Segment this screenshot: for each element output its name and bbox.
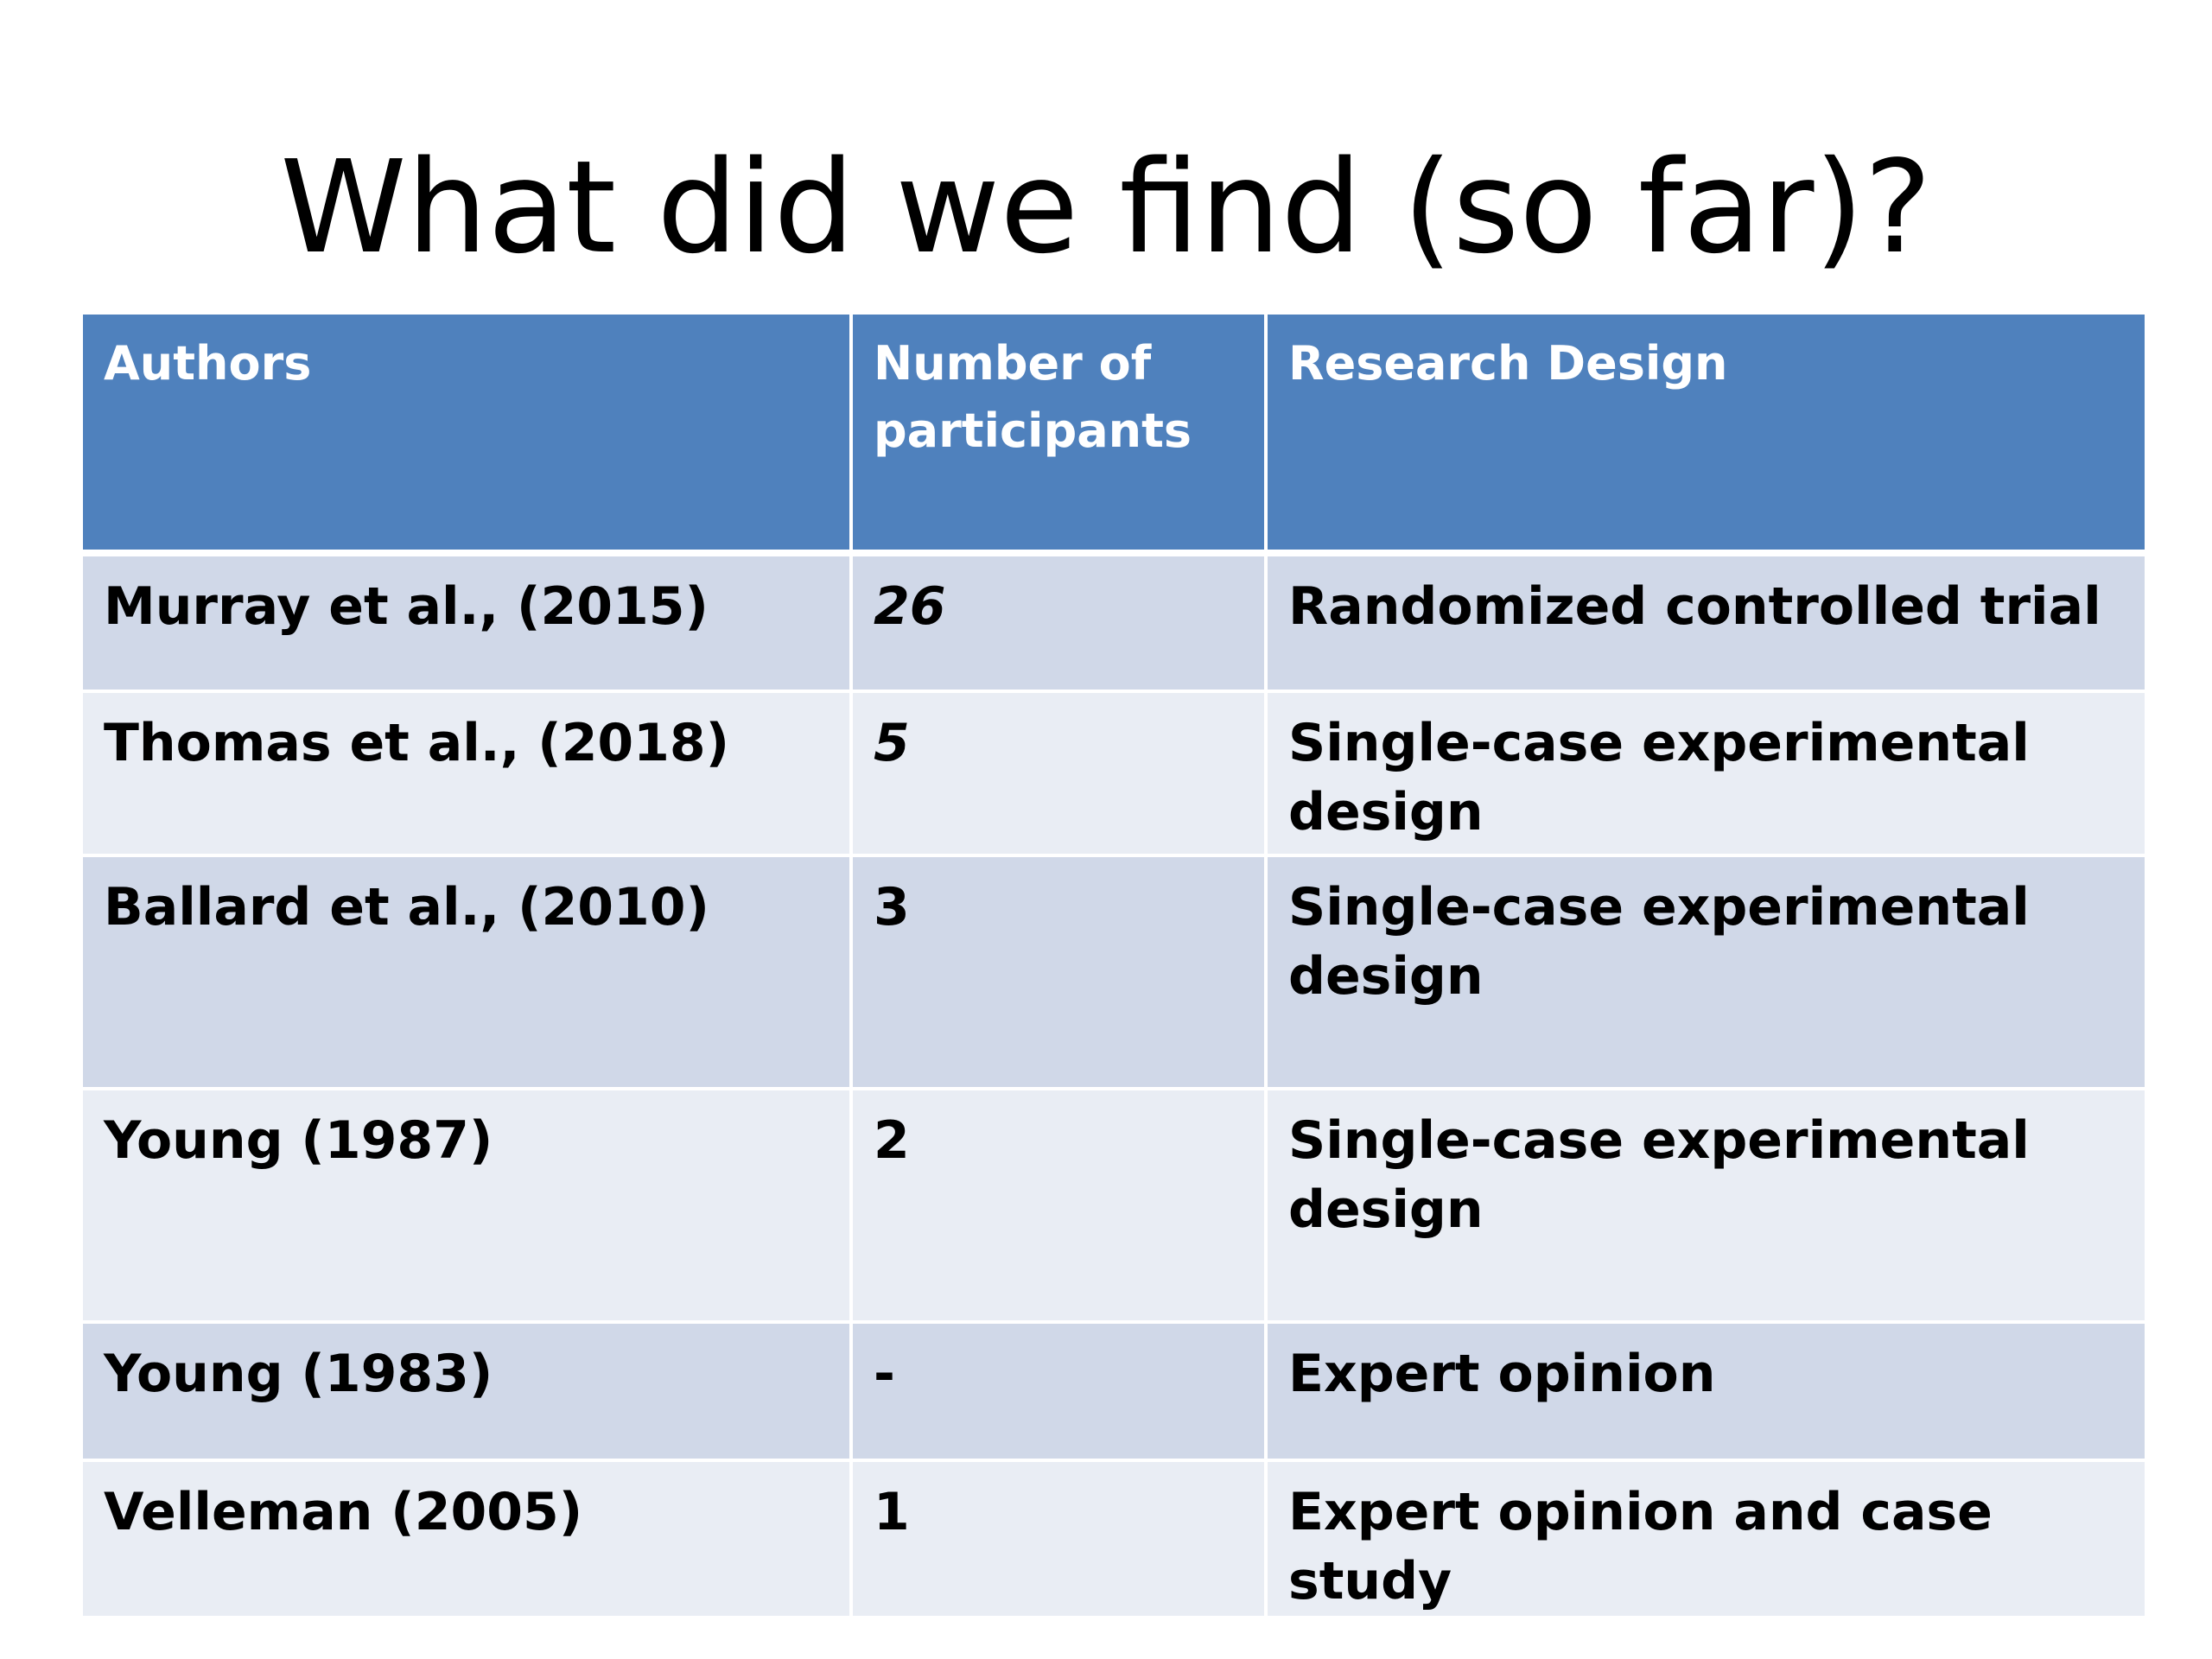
- cell-participants: -: [849, 1320, 1268, 1462]
- cell-design: Single-case experimental design: [1264, 690, 2148, 857]
- table-row: Ballard et al., (2010) 3 Single-case exp…: [79, 854, 2148, 1090]
- cell-authors: Ballard et al., (2010): [79, 854, 853, 1090]
- table-row: Thomas et al., (2018) 5 Single-case expe…: [79, 690, 2148, 857]
- header-participants-line2: participants: [874, 404, 1192, 458]
- cell-authors: Murray et al., (2015): [79, 551, 853, 693]
- cell-participants: 2: [849, 1087, 1268, 1324]
- cell-authors: Velleman (2005): [79, 1459, 853, 1619]
- header-research-design: Research Design: [1264, 311, 2148, 556]
- cell-design: Randomized controlled trial: [1264, 551, 2148, 693]
- table-header-row: Authors Number of participants Research D…: [79, 311, 2148, 556]
- cell-authors: Young (1987): [79, 1087, 853, 1324]
- cell-design: Single-case experimental design: [1264, 854, 2148, 1090]
- cell-participants: 3: [849, 854, 1268, 1090]
- cell-design: Single-case experimental design: [1264, 1087, 2148, 1324]
- header-authors: Authors: [79, 311, 853, 556]
- cell-participants: 1: [849, 1459, 1268, 1619]
- cell-participants: 5: [849, 690, 1268, 857]
- cell-participants: 26: [849, 551, 1268, 693]
- table-row: Murray et al., (2015) 26 Randomized cont…: [79, 551, 2148, 693]
- cell-authors: Thomas et al., (2018): [79, 690, 853, 857]
- header-participants: Number of participants: [849, 311, 1268, 556]
- table-row: Young (1983) - Expert opinion: [79, 1320, 2148, 1462]
- findings-table: Authors Number of participants Research D…: [79, 311, 2148, 1619]
- cell-authors: Young (1983): [79, 1320, 853, 1462]
- cell-design: Expert opinion and case study: [1264, 1459, 2148, 1619]
- cell-design: Expert opinion: [1264, 1320, 2148, 1462]
- table-row: Young (1987) 2 Single-case experimental …: [79, 1087, 2148, 1324]
- slide-title: What did we find (so far)?: [280, 133, 1932, 282]
- table-row: Velleman (2005) 1 Expert opinion and cas…: [79, 1459, 2148, 1619]
- header-participants-line1: Number of: [874, 336, 1152, 391]
